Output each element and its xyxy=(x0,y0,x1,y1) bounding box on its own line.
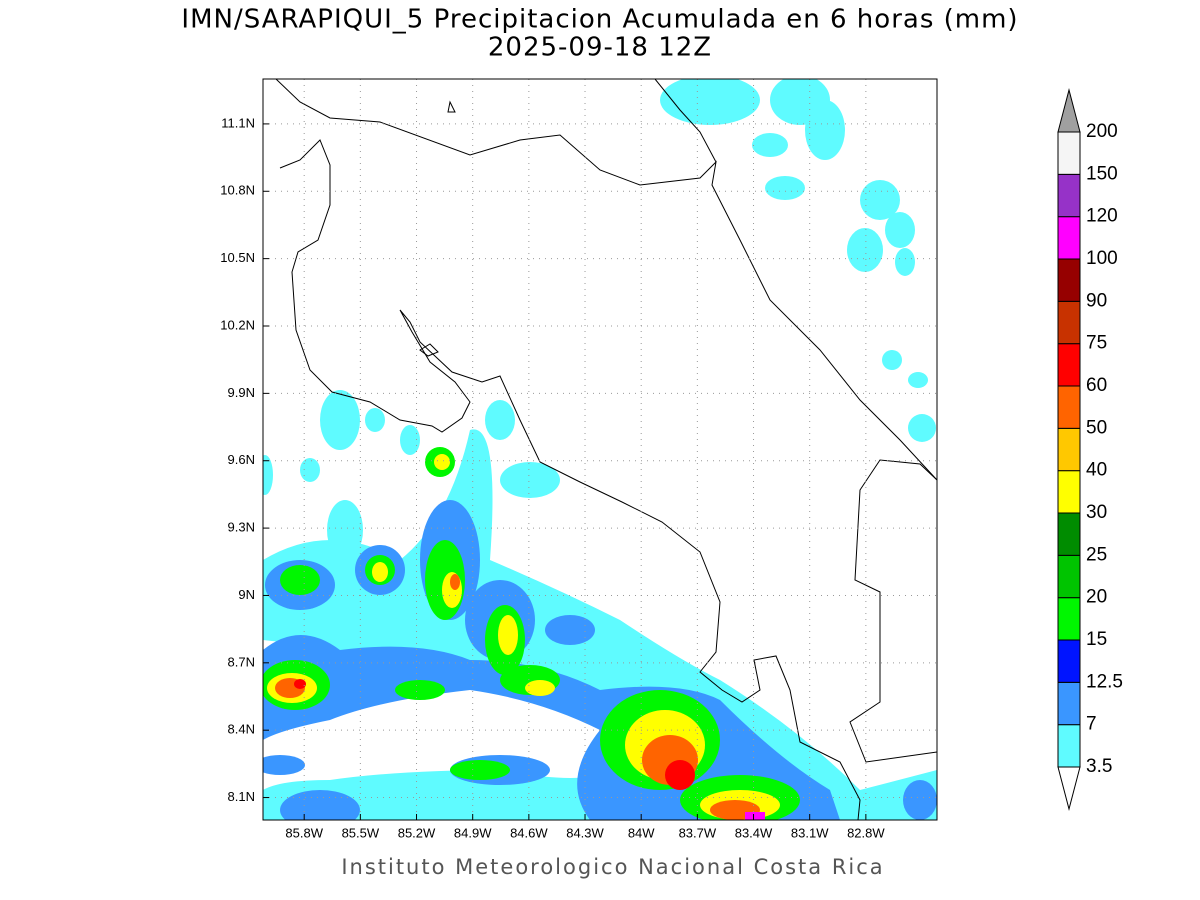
y-tick-label: 11.1N xyxy=(221,115,255,130)
colorbar-segment xyxy=(1057,681,1081,726)
y-tick-label: 10.5N xyxy=(220,250,255,265)
colorbar-label: 15 xyxy=(1086,629,1107,650)
y-tick-label: 9.9N xyxy=(228,385,255,400)
y-tick-label: 10.8N xyxy=(220,183,255,198)
colorbar-label: 12.5 xyxy=(1086,671,1123,692)
y-tick-label: 9.6N xyxy=(228,452,255,467)
x-tick-label: 83.4W xyxy=(735,825,773,840)
colorbar-label: 100 xyxy=(1086,248,1118,269)
colorbar-segment xyxy=(1057,427,1081,472)
coastlines xyxy=(275,79,937,820)
colorbar-label: 200 xyxy=(1086,121,1118,142)
colorbar-segment xyxy=(1057,131,1081,175)
colorbar-label: 30 xyxy=(1086,502,1107,523)
x-tick-label: 85.8W xyxy=(285,825,323,840)
colorbar-below xyxy=(1057,766,1081,811)
colorbar: 3.5 7 12.5 15 20 25 30 40 50 60 75 90 100 120 150 200 xyxy=(1057,88,1123,811)
colorbar-segment xyxy=(1057,343,1081,387)
colorbar-segment xyxy=(1057,470,1081,514)
colorbar-segment xyxy=(1057,216,1081,260)
map-frame xyxy=(262,78,938,821)
colorbar-above xyxy=(1057,88,1081,133)
colorbar-label: 120 xyxy=(1086,206,1118,227)
colorbar-segment xyxy=(1057,554,1081,599)
colorbar-label: 75 xyxy=(1086,333,1107,354)
y-tick-label: 9N xyxy=(238,587,255,602)
x-tick-label: 84.6W xyxy=(510,825,548,840)
axes: 85.8W 85.5W 85.2W 84.9W 84.6W 84.3W 84W 83.7W 83… xyxy=(220,115,885,840)
y-tick-label: 9.3N xyxy=(228,520,255,535)
subtitle: 2025-09-18 12Z xyxy=(488,33,712,63)
precipitation-field xyxy=(263,79,937,820)
y-tick-label: 8.7N xyxy=(228,654,255,669)
y-tick-label: 10.2N xyxy=(220,317,255,332)
colorbar-label: 90 xyxy=(1086,290,1107,311)
colorbar-segment xyxy=(1057,173,1081,218)
colorbar-segment xyxy=(1057,724,1081,768)
colorbar-label: 20 xyxy=(1086,587,1107,608)
x-tick-label: 83.7W xyxy=(679,825,717,840)
colorbar-segment xyxy=(1057,300,1081,345)
y-tick-label: 8.4N xyxy=(228,722,255,737)
x-tick-label: 85.2W xyxy=(398,825,436,840)
grid xyxy=(263,79,937,820)
x-tick-label: 84W xyxy=(628,825,655,840)
colorbar-label: 7 xyxy=(1086,714,1097,735)
x-tick-label: 85.5W xyxy=(342,825,380,840)
colorbar-segment xyxy=(1057,597,1081,641)
colorbar-label: 40 xyxy=(1086,460,1107,481)
colorbar-label: 150 xyxy=(1086,163,1118,184)
colorbar-segment xyxy=(1057,258,1081,302)
footer: Instituto Meteorologico Nacional Costa R… xyxy=(341,855,884,879)
colorbar-label: 3.5 xyxy=(1086,756,1112,777)
x-tick-label: 83.1W xyxy=(791,825,829,840)
x-tick-label: 82.8W xyxy=(847,825,885,840)
colorbar-segment xyxy=(1057,385,1081,429)
title: IMN/SARAPIQUI_5 Precipitacion Acumulada … xyxy=(181,5,1018,35)
x-tick-label: 84.3W xyxy=(566,825,604,840)
y-tick-label: 8.1N xyxy=(228,789,255,804)
x-tick-label: 84.9W xyxy=(454,825,492,840)
colorbar-label: 60 xyxy=(1086,375,1107,396)
colorbar-segment xyxy=(1057,512,1081,556)
colorbar-segment xyxy=(1057,639,1081,683)
colorbar-label: 50 xyxy=(1086,417,1107,438)
colorbar-label: 25 xyxy=(1086,544,1107,565)
